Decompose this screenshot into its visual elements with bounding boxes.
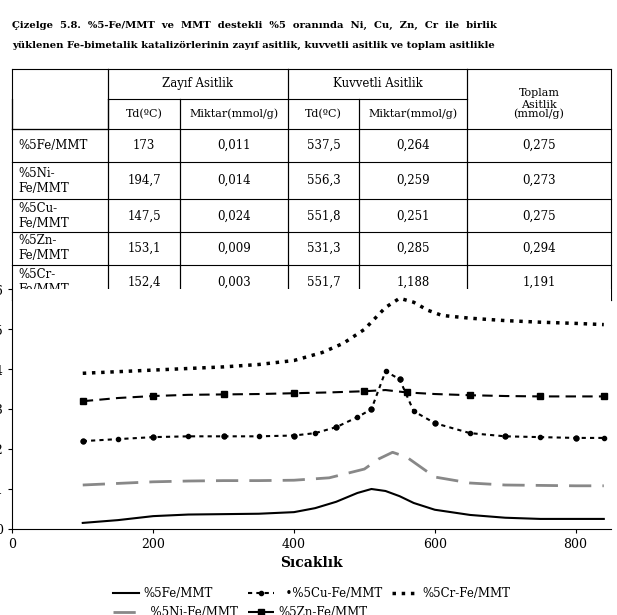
Text: yüklenen Fe-bimetalik katalizörlerinin zayıf asitlik, kuvvetli asitlik ve toplam: yüklenen Fe-bimetalik katalizörlerinin z… <box>12 41 495 50</box>
Text: Kuvvetli Asitlik: Kuvvetli Asitlik <box>333 77 422 90</box>
Text: Çizelge  5.8.  %5-Fe/MMT  ve  MMT  destekli  %5  oranında  Ni,  Cu,  Zn,  Cr  il: Çizelge 5.8. %5-Fe/MMT ve MMT destekli %… <box>12 21 497 30</box>
Text: 0,003: 0,003 <box>217 276 251 289</box>
Text: 537,5: 537,5 <box>307 139 341 152</box>
Text: 153,1: 153,1 <box>127 242 161 255</box>
Text: 0,014: 0,014 <box>217 174 251 187</box>
Text: %5Zn-
Fe/MMT: %5Zn- Fe/MMT <box>19 234 69 263</box>
Text: 0,009: 0,009 <box>217 242 251 255</box>
Text: 0,294: 0,294 <box>522 242 556 255</box>
Text: 194,7: 194,7 <box>127 174 161 187</box>
Text: 0,275: 0,275 <box>522 209 556 222</box>
Legend: %5Fe/MMT,   %5Ni-Fe/MMT,   •%5Cu-Fe/MMT, %5Zn-Fe/MMT, %5Cr-Fe/MMT: %5Fe/MMT, %5Ni-Fe/MMT, •%5Cu-Fe/MMT, %5Z… <box>108 582 515 615</box>
Text: 0,259: 0,259 <box>397 174 430 187</box>
Text: Td(ºC): Td(ºC) <box>126 109 162 119</box>
Text: 1,191: 1,191 <box>523 276 556 289</box>
Text: %5Ni-
Fe/MMT: %5Ni- Fe/MMT <box>19 167 69 194</box>
Text: 556,3: 556,3 <box>307 174 341 187</box>
Text: 0,011: 0,011 <box>217 139 251 152</box>
Text: %5Cr-
Fe/MMT: %5Cr- Fe/MMT <box>19 268 69 296</box>
Text: 173: 173 <box>133 139 155 152</box>
Text: Miktar(mmol/g): Miktar(mmol/g) <box>369 109 458 119</box>
Text: 0,273: 0,273 <box>522 174 556 187</box>
Text: 147,5: 147,5 <box>127 209 161 222</box>
X-axis label: Sıcaklık: Sıcaklık <box>280 557 343 571</box>
Text: Toplam
Asitlik: Toplam Asitlik <box>518 88 560 109</box>
Text: 1,188: 1,188 <box>397 276 430 289</box>
Text: 0,264: 0,264 <box>397 139 430 152</box>
Text: %5Cu-
Fe/MMT: %5Cu- Fe/MMT <box>19 202 69 230</box>
Text: 551,7: 551,7 <box>307 276 341 289</box>
Text: (mmol/g): (mmol/g) <box>513 109 565 119</box>
Text: Miktar(mmol/g): Miktar(mmol/g) <box>189 109 278 119</box>
Text: Td(ºC): Td(ºC) <box>305 109 342 119</box>
Text: 0,275: 0,275 <box>522 139 556 152</box>
Text: 531,3: 531,3 <box>307 242 341 255</box>
Text: 152,4: 152,4 <box>127 276 161 289</box>
Text: 551,8: 551,8 <box>307 209 341 222</box>
Text: 0,285: 0,285 <box>397 242 430 255</box>
Text: 0,251: 0,251 <box>397 209 430 222</box>
Text: Zayıf Asitlik: Zayıf Asitlik <box>162 77 233 90</box>
Text: %5Fe/MMT: %5Fe/MMT <box>19 139 88 152</box>
Text: 0,024: 0,024 <box>217 209 251 222</box>
